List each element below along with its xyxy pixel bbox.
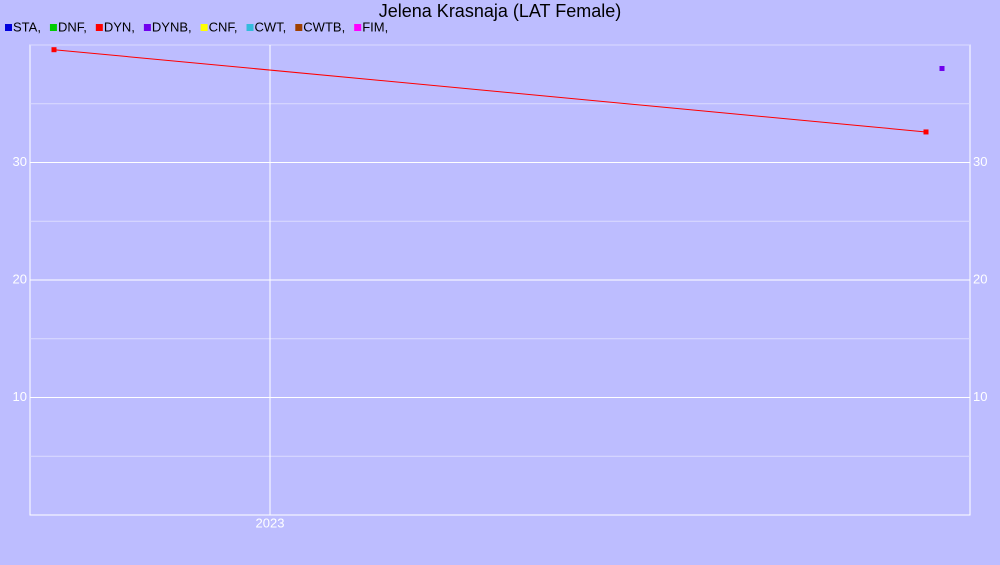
y2-tick-label: 20 (973, 271, 987, 286)
legend-swatch (49, 24, 57, 31)
y2-tick-label: 10 (973, 389, 987, 404)
y-tick-label: 30 (13, 154, 27, 169)
chart-title: Jelena Krasnaja (LAT Female) (379, 1, 621, 21)
legend-swatch (200, 24, 208, 31)
legend-swatch (143, 24, 151, 31)
legend-label: DNF, (58, 19, 87, 34)
legend-label: CNF, (209, 19, 238, 34)
y-tick-label: 10 (13, 389, 27, 404)
legend-swatch (354, 24, 362, 31)
legend-label: STA, (13, 19, 41, 34)
legend-label: FIM, (362, 19, 388, 34)
x-tick-label: 2023 (256, 515, 285, 530)
legend-label: CWT, (255, 19, 287, 34)
legend-label: DYN, (104, 19, 135, 34)
legend-label: CWTB, (303, 19, 345, 34)
legend-label: DYNB, (152, 19, 192, 34)
legend-swatch (295, 24, 303, 31)
series-line (53, 49, 927, 133)
legend-swatch (5, 24, 12, 31)
point (923, 129, 929, 135)
point (939, 66, 945, 71)
point (51, 47, 57, 53)
y2-tick-label: 30 (973, 154, 987, 169)
legend-swatch (95, 24, 103, 31)
y-tick-label: 20 (13, 271, 27, 286)
legend-swatch (246, 24, 254, 31)
